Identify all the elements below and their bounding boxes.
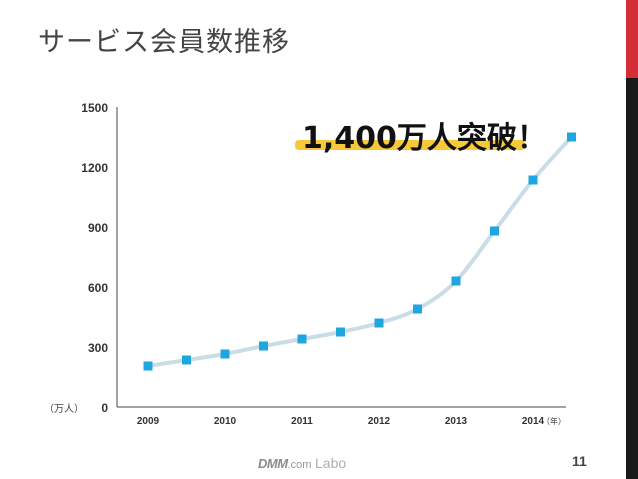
footer-labo: Labo — [315, 455, 347, 471]
data-point — [567, 132, 576, 142]
y-tick-label: 1500 — [81, 101, 108, 115]
data-point — [182, 355, 191, 365]
data-point — [259, 341, 268, 351]
y-tick-labels: 0 300 600 900 1200 1500 — [81, 101, 108, 415]
footer-brand: DMM — [258, 456, 288, 471]
data-point — [336, 327, 345, 337]
data-point — [220, 349, 230, 359]
y-unit-label: （万人） — [44, 403, 84, 415]
y-tick-label: 900 — [88, 221, 108, 235]
footer-dotcom: .com — [287, 459, 312, 471]
page-number: 11 — [572, 453, 587, 469]
x-tick-label: 2014 — [522, 416, 545, 427]
chart-axes — [116, 107, 566, 408]
x-tick-label: 2012 — [368, 416, 391, 427]
x-tick-labels: 2009 2010 2011 2012 2013 2014 — [137, 416, 545, 427]
x-tick-label: 2010 — [214, 416, 237, 427]
x-unit-label: （年） — [542, 416, 566, 426]
side-bar-dark — [626, 0, 638, 479]
page-title: サービス会員数推移 — [38, 27, 290, 58]
footer-logo: DMM.com Labo — [258, 455, 346, 471]
annotation-highlight — [295, 140, 525, 150]
data-point — [528, 175, 538, 185]
y-tick-label: 1200 — [81, 161, 108, 175]
data-point — [451, 276, 461, 286]
data-point — [143, 361, 153, 371]
x-tick-label: 2013 — [445, 416, 468, 427]
side-bar-accent — [626, 0, 638, 78]
y-tick-label: 0 — [101, 401, 108, 415]
data-point — [490, 226, 499, 236]
series-line — [146, 135, 574, 368]
x-tick-label: 2011 — [291, 416, 313, 427]
y-tick-label: 600 — [88, 281, 108, 295]
annotation-group: 1,400万人突破！ — [295, 121, 547, 156]
data-point — [374, 318, 384, 328]
series-markers — [143, 132, 576, 371]
data-point — [413, 304, 422, 314]
x-tick-label: 2009 — [137, 416, 160, 427]
y-tick-label: 300 — [88, 341, 108, 355]
annotation-text: 1,400万人突破！ — [302, 121, 547, 156]
data-point — [297, 334, 307, 344]
